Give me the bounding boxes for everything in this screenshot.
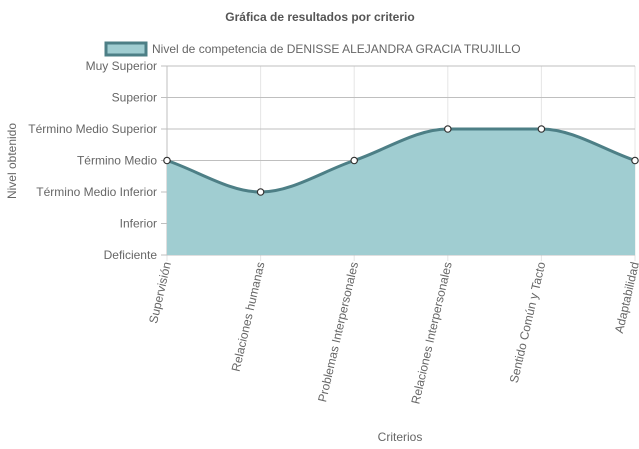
y-axis-title: Nivel obtenido bbox=[5, 123, 19, 199]
chart-title: Gráfica de resultados por criterio bbox=[225, 10, 414, 24]
series-points bbox=[163, 125, 639, 196]
series-line bbox=[166, 127, 636, 194]
x-axis-title: Criterios bbox=[378, 430, 423, 444]
x-tick-label: Relaciones humanas bbox=[229, 261, 268, 373]
x-axis-labels: Supervisión Relaciones humanas Problemas I… bbox=[146, 260, 639, 405]
data-point[interactable] bbox=[537, 125, 546, 133]
y-axis-labels: Deficiente Inferior Término Medio Inferior… bbox=[28, 59, 157, 262]
y-tick-label: Deficiente bbox=[104, 248, 158, 262]
data-point[interactable] bbox=[443, 125, 452, 133]
x-tick-label: Adaptabilidad bbox=[612, 261, 639, 335]
x-tick-label: Supervisión bbox=[146, 261, 174, 325]
data-point[interactable] bbox=[631, 156, 639, 165]
y-tick-label: Término Medio Inferior bbox=[36, 185, 157, 199]
y-tick-label: Término Medio bbox=[77, 154, 157, 168]
series-area bbox=[166, 127, 636, 255]
y-tick-label: Superior bbox=[112, 91, 157, 105]
y-tick-label: Inferior bbox=[120, 217, 157, 231]
x-tick-label: Sentido Común y Tacto bbox=[507, 260, 549, 384]
y-tick-label: Término Medio Superior bbox=[28, 122, 157, 136]
legend-label: Nivel de competencia de DENISSE ALEJANDR… bbox=[152, 42, 521, 56]
legend[interactable]: Nivel de competencia de DENISSE ALEJANDR… bbox=[104, 41, 521, 57]
data-point[interactable] bbox=[163, 156, 171, 165]
x-tick-label: Problemas Interpersonales bbox=[315, 261, 361, 404]
legend-swatch bbox=[104, 41, 148, 57]
data-point[interactable] bbox=[350, 156, 359, 165]
data-point[interactable] bbox=[256, 188, 265, 196]
x-tick-label: Relaciones Interpersonales bbox=[408, 261, 454, 406]
y-tick-label: Muy Superior bbox=[86, 59, 157, 73]
series-area-fill bbox=[167, 129, 635, 255]
